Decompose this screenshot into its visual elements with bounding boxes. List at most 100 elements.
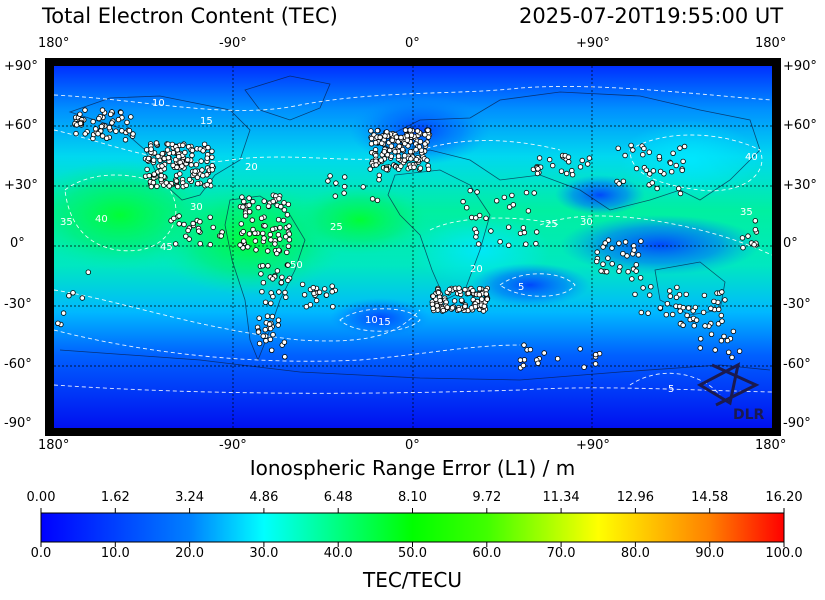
gnss-station-dot (676, 185, 682, 192)
gnss-station-dot (654, 185, 660, 192)
gnss-station-dot (193, 161, 199, 168)
gnss-station-dot (718, 338, 725, 344)
gnss-station-dot (407, 148, 414, 155)
colorbar-bottom-tick-label: 100.0 (765, 546, 803, 561)
gnss-station-dot (434, 303, 440, 309)
gnss-station-dot (189, 147, 196, 154)
gnss-station-dot (521, 342, 527, 348)
gnss-station-dot (77, 111, 83, 117)
gnss-station-dot (630, 147, 636, 153)
gnss-station-dot (205, 144, 211, 151)
gnss-station-dot (579, 157, 585, 164)
dlr-logo-mark-1 (696, 362, 741, 406)
gnss-station-dot (323, 292, 330, 298)
gnss-station-dot (577, 164, 584, 170)
gnss-station-dot (501, 194, 507, 201)
gnss-station-dot (395, 153, 402, 159)
dlr-logo (696, 362, 760, 407)
colorbar-bottom-tick-label: 80.0 (620, 546, 650, 561)
gnss-station-dot (174, 164, 180, 170)
gnss-station-dot (113, 128, 119, 134)
gnss-station-dot (130, 131, 136, 137)
gnss-station-dot (281, 339, 288, 345)
gnss-station-dot (207, 241, 213, 248)
gnss-station-dot (536, 155, 543, 161)
gnss-station-dot (369, 196, 376, 202)
gnss-station-dot (456, 306, 462, 313)
tec-contours (54, 86, 772, 396)
gnss-station-dot (564, 170, 570, 177)
gnss-station-dot (422, 131, 428, 138)
gnss-station-dot (716, 306, 722, 313)
gnss-station-dot (402, 127, 409, 133)
station-layer (55, 107, 760, 371)
gnss-station-dot (283, 233, 289, 240)
gnss-station-dot (92, 126, 99, 132)
gnss-station-dot (182, 149, 188, 156)
gnss-station-dot (698, 336, 704, 342)
lat-tick-left-1: +90° (4, 59, 38, 74)
gnss-station-dot (373, 162, 379, 168)
gnss-station-dot (322, 286, 328, 292)
gnss-station-dot (190, 220, 196, 227)
gnss-station-dot (407, 127, 413, 133)
gnss-station-dot (173, 178, 180, 184)
gnss-station-dot (425, 134, 432, 140)
colorbar-bottom-tick-label: 10.0 (100, 546, 130, 561)
contour-label: 25 (330, 222, 343, 233)
gnss-station-dot (617, 264, 623, 270)
gnss-station-dot (440, 307, 446, 314)
gnss-station-dot (263, 338, 269, 344)
gnss-station-dot (253, 247, 259, 253)
graticule (54, 66, 772, 428)
tec-low-indian (560, 215, 760, 275)
gnss-station-dot (210, 224, 216, 231)
gnss-station-dot (368, 135, 375, 142)
gnss-station-dot (96, 115, 102, 122)
gnss-station-dot (329, 283, 335, 289)
gnss-station-dot (270, 293, 276, 300)
gnss-station-dot (509, 192, 515, 199)
tec-low-south-pacific (330, 298, 430, 338)
gnss-station-dot (602, 240, 608, 246)
gnss-station-dot (531, 190, 537, 196)
gnss-station-dot (657, 168, 664, 175)
lat-tick-right-6: -60° (783, 357, 811, 372)
gnss-station-dot (609, 261, 615, 267)
gnss-station-dot (330, 304, 336, 310)
lat-tick-left-7: -90° (4, 416, 32, 431)
gnss-station-dot (204, 155, 210, 161)
gnss-station-dot (736, 348, 743, 354)
gnss-station-dot (82, 107, 88, 113)
gnss-station-dot (417, 165, 424, 171)
gnss-station-dot (374, 127, 381, 134)
gnss-station-dot (262, 327, 268, 333)
contour-label: 10 (152, 98, 165, 109)
gnss-station-dot (164, 147, 171, 153)
gnss-station-dot (277, 224, 283, 231)
gnss-station-dot (616, 181, 622, 187)
gnss-station-dot (673, 294, 680, 301)
gnss-station-dot (60, 310, 67, 316)
gnss-station-dot (547, 156, 553, 163)
gnss-station-dot (184, 157, 191, 163)
gnss-station-dot (171, 215, 177, 222)
gnss-station-dot (468, 305, 475, 311)
gnss-station-dot (189, 152, 195, 159)
gnss-station-dot (411, 164, 417, 170)
gnss-station-dot (751, 241, 757, 248)
gnss-station-dot (470, 287, 476, 294)
gnss-station-dot (281, 207, 288, 213)
gnss-station-dot (494, 198, 500, 204)
gnss-station-dot (77, 120, 84, 127)
gnss-station-dot (143, 147, 150, 153)
gnss-station-dot (119, 128, 125, 134)
gnss-station-dot (383, 166, 390, 173)
lat-tick-left-2: +60° (4, 118, 38, 133)
gnss-station-dot (632, 291, 638, 298)
gnss-station-dot (145, 155, 152, 162)
gnss-station-dot (256, 315, 262, 321)
gnss-station-dot (99, 133, 106, 139)
gnss-station-dot (286, 237, 293, 243)
